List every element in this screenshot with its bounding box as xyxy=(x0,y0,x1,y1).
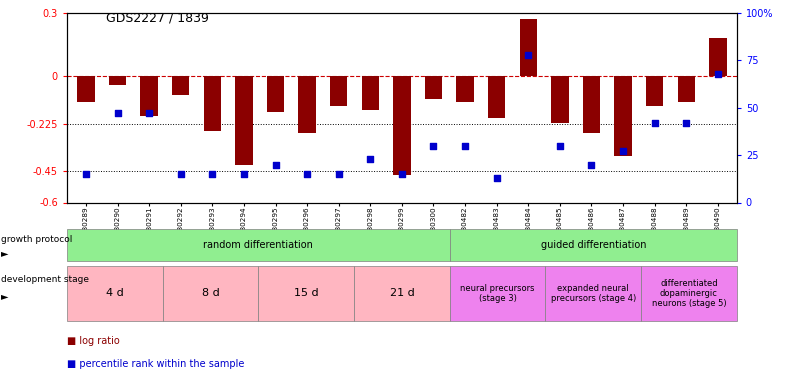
Bar xyxy=(299,76,316,133)
Bar xyxy=(330,76,348,106)
Bar xyxy=(551,76,568,123)
Point xyxy=(111,111,124,117)
Point xyxy=(522,52,534,58)
Point xyxy=(617,148,630,154)
Text: differentiated
dopaminergic
neurons (stage 5): differentiated dopaminergic neurons (sta… xyxy=(652,279,727,308)
Point xyxy=(80,171,92,177)
Bar xyxy=(709,38,727,76)
Text: ■ percentile rank within the sample: ■ percentile rank within the sample xyxy=(67,359,244,369)
Point xyxy=(301,171,314,177)
Point xyxy=(459,143,471,149)
Bar xyxy=(393,76,411,175)
Bar xyxy=(519,20,537,76)
Text: expanded neural
precursors (stage 4): expanded neural precursors (stage 4) xyxy=(551,284,636,303)
Point xyxy=(333,171,345,177)
Bar xyxy=(267,76,284,112)
Bar xyxy=(488,76,505,118)
Bar xyxy=(456,76,474,102)
Bar xyxy=(425,76,442,99)
Bar xyxy=(77,76,95,102)
Point xyxy=(553,143,566,149)
Bar xyxy=(172,76,189,95)
Point xyxy=(680,120,693,126)
Bar xyxy=(236,76,253,165)
Text: random differentiation: random differentiation xyxy=(203,240,314,250)
Bar xyxy=(646,76,663,106)
Bar xyxy=(203,76,221,131)
Bar xyxy=(140,76,158,116)
Point xyxy=(174,171,187,177)
Text: ►: ► xyxy=(1,291,9,301)
Point xyxy=(427,143,440,149)
Text: neural precursors
(stage 3): neural precursors (stage 3) xyxy=(460,284,535,303)
Point xyxy=(238,171,251,177)
Text: GDS2227 / 1839: GDS2227 / 1839 xyxy=(106,11,210,24)
Text: ►: ► xyxy=(1,248,9,258)
Point xyxy=(712,71,724,77)
Text: ■ log ratio: ■ log ratio xyxy=(67,336,120,346)
Text: 15 d: 15 d xyxy=(294,288,318,298)
Text: growth protocol: growth protocol xyxy=(1,236,72,244)
Point xyxy=(490,175,503,181)
Point xyxy=(143,111,155,117)
Bar xyxy=(678,76,695,102)
Text: 21 d: 21 d xyxy=(389,288,414,298)
Text: development stage: development stage xyxy=(1,275,89,284)
Text: guided differentiation: guided differentiation xyxy=(541,240,646,250)
Bar xyxy=(362,76,379,110)
Point xyxy=(206,171,218,177)
Text: 4 d: 4 d xyxy=(106,288,124,298)
Text: 8 d: 8 d xyxy=(202,288,219,298)
Bar xyxy=(615,76,632,156)
Point xyxy=(269,162,282,168)
Point xyxy=(585,162,598,168)
Point xyxy=(396,171,408,177)
Bar xyxy=(109,76,126,85)
Point xyxy=(364,156,377,162)
Bar xyxy=(583,76,600,133)
Point xyxy=(649,120,661,126)
